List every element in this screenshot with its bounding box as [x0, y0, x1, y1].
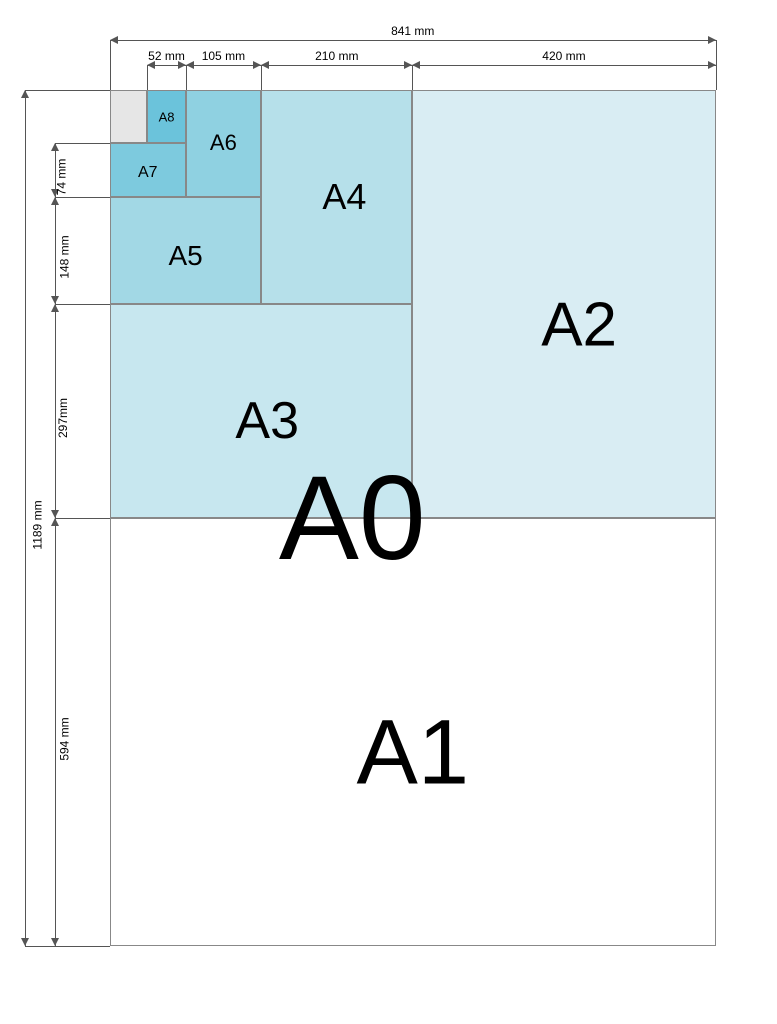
dimension-label: 420 mm — [542, 49, 585, 63]
dimension-extension — [716, 65, 717, 90]
paper-label-a1: A1 — [356, 701, 469, 806]
arrowhead-icon — [51, 304, 59, 312]
dimension-line — [25, 90, 26, 946]
dimension-line — [261, 65, 412, 66]
dimension-label: 1189 mm — [31, 500, 45, 549]
paper-label-a5: A5 — [168, 240, 202, 272]
arrowhead-icon — [412, 61, 420, 69]
arrowhead-icon — [261, 61, 269, 69]
arrowhead-icon — [708, 61, 716, 69]
paper-label-a7: A7 — [138, 164, 158, 182]
dimension-line — [55, 518, 56, 946]
dimension-extension — [110, 40, 111, 90]
dimension-label: 105 mm — [202, 49, 245, 63]
arrowhead-icon — [51, 197, 59, 205]
dimension-label: 594 mm — [58, 717, 72, 760]
dimension-line — [55, 197, 56, 304]
dimension-line — [110, 40, 716, 41]
paper-label-a3: A3 — [235, 391, 299, 451]
paper-residual — [110, 90, 147, 143]
dimension-extension — [412, 65, 413, 90]
dimension-extension — [186, 65, 187, 90]
arrowhead-icon — [51, 143, 59, 151]
dimension-extension — [55, 946, 110, 947]
dimension-extension — [55, 518, 110, 519]
arrowhead-icon — [21, 938, 29, 946]
arrowhead-icon — [110, 36, 118, 44]
dimension-label: 52 mm — [148, 49, 185, 63]
dimension-label: 297mm — [56, 398, 70, 438]
arrowhead-icon — [51, 510, 59, 518]
dimension-line — [186, 65, 262, 66]
paper-label-a8: A8 — [159, 109, 175, 124]
dimension-extension — [261, 65, 262, 90]
paper-label-a6: A6 — [210, 130, 237, 156]
dimension-label: 841 mm — [391, 24, 434, 38]
paper-label-a4: A4 — [322, 176, 366, 218]
dimension-label: 74 mm — [54, 159, 68, 196]
arrowhead-icon — [404, 61, 412, 69]
paper-size-diagram: A0 A1 A2 A3 A4 A5 A6 A7 A8 841 mm 420 mm 210 mm 105 … — [0, 0, 777, 1024]
dimension-label: 148 mm — [58, 236, 72, 279]
arrowhead-icon — [51, 296, 59, 304]
arrowhead-icon — [253, 61, 261, 69]
dimension-extension — [25, 90, 110, 91]
arrowhead-icon — [51, 518, 59, 526]
paper-label-a0: A0 — [279, 449, 426, 587]
dimension-line — [412, 65, 715, 66]
arrowhead-icon — [51, 938, 59, 946]
dimension-label: 210 mm — [315, 49, 358, 63]
arrowhead-icon — [708, 36, 716, 44]
dimension-extension — [55, 304, 110, 305]
arrowhead-icon — [186, 61, 194, 69]
dimension-extension — [55, 143, 110, 144]
arrowhead-icon — [21, 90, 29, 98]
paper-label-a2: A2 — [541, 290, 617, 361]
dimension-extension — [55, 197, 110, 198]
